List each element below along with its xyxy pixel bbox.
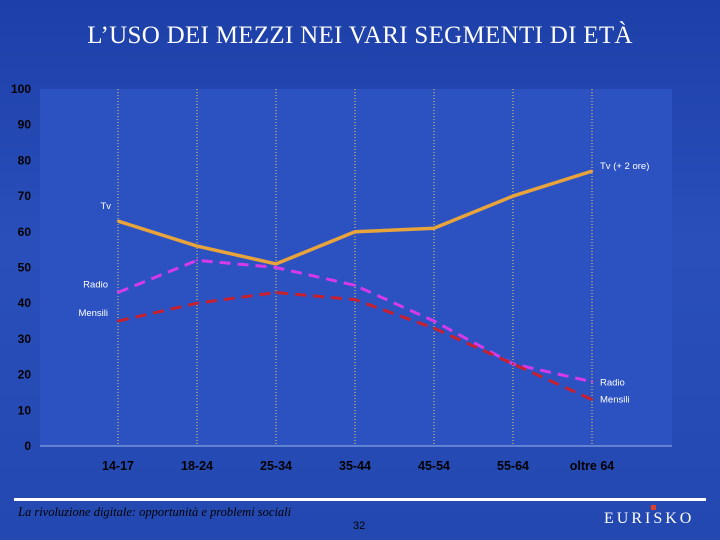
series-labels: Tv Tv (+ 2 ore) Radio Radio Mensili Mensili <box>78 161 649 405</box>
plot-area <box>40 89 672 446</box>
data-point-radio <box>432 319 436 323</box>
line-chart: 0 10 20 30 40 50 60 70 80 90 100 14-17 18-24 25-34 35… <box>11 82 672 473</box>
series-start-label-radio: Radio <box>83 279 108 290</box>
data-point-tv <box>432 227 436 230</box>
data-point-mensili <box>511 362 515 366</box>
y-tick-label: 100 <box>11 82 31 96</box>
data-point-tv <box>590 169 594 173</box>
data-point-mensili <box>432 326 436 330</box>
series-lines <box>116 169 594 401</box>
slide-title: L’USO DEI MEZZI NEI VARI SEGMENTI DI ETÀ <box>87 22 633 49</box>
data-point-radio <box>353 284 357 287</box>
y-tick-label: 70 <box>18 189 32 203</box>
y-tick-label: 90 <box>18 118 32 132</box>
data-point-radio <box>116 291 120 294</box>
eurisko-logo: EURISKO <box>604 510 695 527</box>
y-tick-label: 0 <box>24 439 31 453</box>
page-number: 32 <box>353 520 366 532</box>
x-tick-label: 25-34 <box>260 459 292 473</box>
data-point-tv <box>195 244 199 248</box>
x-tick-label: 55-64 <box>497 459 529 473</box>
x-tick-label: oltre 64 <box>570 459 615 473</box>
data-point-mensili <box>116 319 120 323</box>
x-tick-label: 45-54 <box>418 459 450 473</box>
y-tick-label: 10 <box>18 403 32 417</box>
gridlines <box>117 89 593 446</box>
y-tick-label: 40 <box>18 296 32 310</box>
data-point-tv <box>511 194 515 198</box>
data-point-tv <box>274 262 278 266</box>
x-tick-label: 18-24 <box>181 459 213 473</box>
data-point-mensili <box>274 291 278 294</box>
y-axis-ticks: 0 10 20 30 40 50 60 70 80 90 100 <box>11 82 31 453</box>
y-tick-label: 20 <box>18 368 32 382</box>
data-point-tv <box>116 219 120 223</box>
series-start-label-mensili: Mensili <box>78 308 108 319</box>
data-point-radio <box>590 380 594 383</box>
series-end-label-mensili: Mensili <box>600 395 630 406</box>
x-tick-label: 35-44 <box>339 459 371 473</box>
data-point-radio <box>195 259 199 262</box>
data-point-radio <box>274 266 278 269</box>
footer-divider <box>14 498 706 501</box>
footer-caption: La rivoluzione digitale: opportunità e p… <box>18 505 292 519</box>
data-point-mensili <box>195 302 199 305</box>
y-tick-label: 50 <box>18 261 32 275</box>
data-point-mensili <box>353 298 357 301</box>
series-end-label-tv: Tv (+ 2 ore) <box>600 161 649 172</box>
y-tick-label: 60 <box>18 225 32 239</box>
y-tick-label: 80 <box>18 153 32 167</box>
x-axis-ticks: 14-17 18-24 25-34 35-44 45-54 55-64 oltre 64 <box>102 459 614 473</box>
data-point-tv <box>353 230 357 233</box>
logo-dot-mark <box>651 505 656 510</box>
y-tick-label: 30 <box>18 332 32 346</box>
series-start-label-tv: Tv <box>100 201 111 212</box>
series-end-label-radio: Radio <box>600 378 625 389</box>
x-tick-label: 14-17 <box>102 459 134 473</box>
data-point-mensili <box>590 398 594 401</box>
